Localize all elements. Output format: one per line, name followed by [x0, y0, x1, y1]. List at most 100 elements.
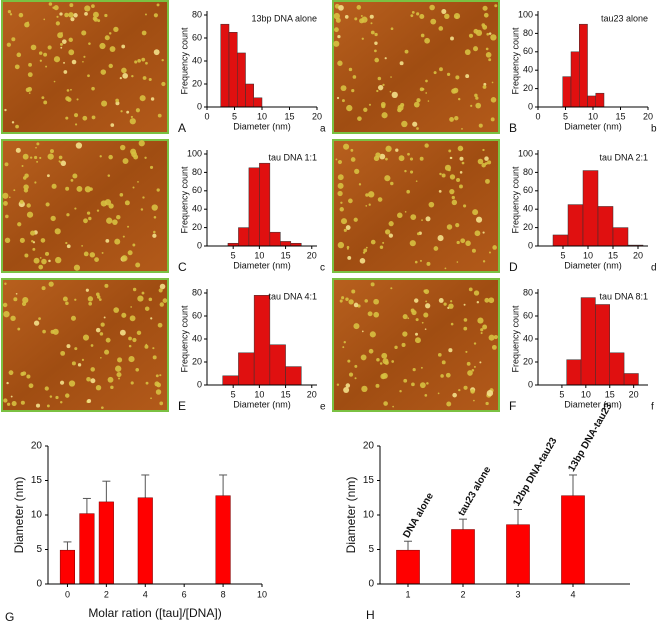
afm-particle	[409, 240, 416, 247]
afm-particle	[335, 158, 338, 161]
x-tick-label: 3	[515, 589, 520, 599]
afm-particle	[122, 72, 129, 79]
afm-particle	[130, 306, 132, 308]
afm-particle	[430, 18, 437, 25]
afm-particle	[381, 112, 388, 119]
afm-particle	[108, 154, 113, 160]
afm-particle	[488, 297, 495, 304]
y-tick-label: 5	[368, 544, 374, 555]
afm-particle	[76, 98, 79, 101]
afm-particle	[348, 299, 354, 305]
afm-particle	[491, 344, 497, 350]
afm-particle	[404, 211, 407, 213]
histogram-bar	[245, 83, 254, 108]
afm-particle	[81, 30, 87, 36]
y-tick-label: 60	[192, 185, 202, 195]
afm-particle	[132, 243, 136, 247]
y-tick-label: 40	[523, 204, 533, 214]
afm-particle	[31, 240, 34, 243]
afm-particle	[88, 216, 92, 221]
afm-particle	[388, 233, 394, 238]
afm-particle	[486, 32, 490, 36]
afm-particle	[451, 199, 458, 206]
x-tick-label: 20	[643, 111, 653, 121]
afm-particle	[411, 10, 415, 14]
afm-particle	[354, 17, 358, 21]
afm-particle	[410, 170, 414, 174]
afm-particle	[4, 162, 9, 167]
afm-particle	[391, 360, 395, 363]
afm-image	[332, 139, 500, 273]
afm-particle	[87, 398, 92, 404]
y-axis-label: Frequency count	[510, 166, 520, 234]
afm-particle	[59, 161, 62, 164]
afm-particle	[62, 296, 68, 302]
afm-particle	[485, 52, 492, 58]
bar-label: tau23 alone	[456, 464, 493, 518]
afm-particle	[473, 28, 479, 34]
afm-particle	[485, 178, 490, 184]
afm-particle	[340, 201, 343, 204]
afm-particle	[87, 296, 94, 302]
x-tick-label: 20	[307, 389, 317, 399]
y-axis-label: Frequency count	[510, 305, 520, 373]
afm-particle	[337, 174, 344, 181]
histogram-bar	[580, 297, 596, 386]
afm-particle	[363, 107, 368, 112]
afm-particle	[157, 322, 163, 328]
afm-particle	[347, 359, 351, 363]
afm-particle	[343, 143, 350, 150]
afm-particle	[153, 13, 158, 18]
afm-particle	[81, 358, 85, 361]
afm-particle	[351, 88, 355, 93]
bar	[59, 549, 76, 585]
afm-particle	[83, 251, 89, 257]
afm-particle	[485, 401, 489, 406]
afm-particle	[144, 344, 149, 349]
panel-letter: C	[178, 260, 187, 274]
afm-particle	[415, 318, 419, 322]
x-tick-label: 4	[143, 589, 148, 599]
afm-particle	[91, 115, 96, 120]
afm-particle	[461, 127, 463, 130]
afm-particle	[83, 55, 86, 58]
afm-particle	[15, 147, 21, 153]
afm-particle	[482, 260, 486, 263]
afm-particle	[15, 124, 19, 129]
afm-particle	[122, 235, 125, 238]
afm-particle	[365, 205, 368, 207]
afm-particle	[368, 191, 375, 198]
afm-particle	[374, 49, 377, 53]
y-tick-label: 5	[36, 544, 42, 555]
afm-particle	[90, 378, 96, 384]
subpanel-letter: f	[651, 402, 654, 413]
afm-particle	[484, 297, 490, 303]
afm-particle	[397, 104, 404, 111]
afm-particle	[155, 389, 162, 395]
afm-particle	[348, 67, 353, 72]
afm-particle	[353, 217, 358, 222]
x-axis-label: Diameter (nm)	[233, 260, 291, 270]
afm-particle	[350, 157, 356, 162]
afm-particle	[348, 372, 354, 377]
afm-particle	[44, 251, 50, 256]
afm-particle	[416, 127, 419, 130]
histogram-bar	[595, 304, 610, 386]
afm-particle	[480, 328, 484, 332]
afm-particle	[482, 148, 485, 152]
afm-particle	[365, 193, 369, 197]
x-tick-label: 0	[535, 111, 540, 121]
afm-particle	[10, 315, 16, 322]
afm-particle	[51, 183, 57, 189]
afm-particle	[141, 291, 145, 295]
afm-particle	[41, 286, 46, 291]
afm-particle	[70, 17, 75, 22]
afm-particle	[383, 401, 388, 406]
afm-particle	[471, 368, 475, 372]
afm-particle	[86, 376, 91, 382]
chart-title: tau DNA 2:1	[599, 152, 648, 162]
afm-particle	[4, 237, 11, 244]
afm-particle	[367, 311, 373, 317]
afm-particle	[390, 287, 393, 290]
afm-particle	[463, 303, 466, 306]
